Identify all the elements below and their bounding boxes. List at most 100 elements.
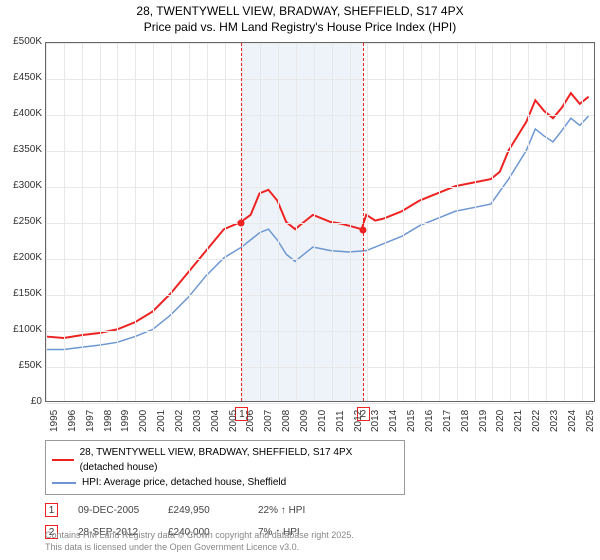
legend: 28, TWENTYWELL VIEW, BRADWAY, SHEFFIELD,… [45,440,595,539]
y-tick-label: £0 [2,396,42,407]
series-line-price_paid [46,93,589,338]
gridline-v [296,43,297,401]
y-tick-label: £400K [2,108,42,119]
sale-marker-1: 1 [45,503,58,517]
gridline-v [403,43,404,401]
y-tick-label: £100K [2,324,42,335]
gridline-h [46,187,594,188]
legend-box: 28, TWENTYWELL VIEW, BRADWAY, SHEFFIELD,… [45,440,405,495]
chart-title-line1: 28, TWENTYWELL VIEW, BRADWAY, SHEFFIELD,… [0,0,600,20]
marker-vline [363,43,364,401]
gridline-v [439,43,440,401]
x-tick-label: 1999 [120,410,131,432]
gridline-h [46,259,594,260]
y-tick-label: £250K [2,216,42,227]
x-tick-label: 1998 [103,410,114,432]
gridline-v [278,43,279,401]
x-tick-label: 2014 [388,410,399,432]
gridline-v [82,43,83,401]
gridline-v [117,43,118,401]
gridline-h [46,331,594,332]
y-tick-label: £150K [2,288,42,299]
gridline-v [385,43,386,401]
chart-title-line2: Price paid vs. HM Land Registry's House … [0,20,600,34]
x-tick-label: 2003 [192,410,203,432]
x-tick-label: 2006 [245,410,256,432]
credit-line2: This data is licensed under the Open Gov… [45,542,595,554]
legend-label-1: 28, TWENTYWELL VIEW, BRADWAY, SHEFFIELD,… [80,445,398,475]
gridline-v [135,43,136,401]
x-tick-label: 2021 [513,410,524,432]
gridline-v [64,43,65,401]
x-tick-label: 2010 [317,410,328,432]
x-tick-label: 2019 [478,410,489,432]
gridline-v [564,43,565,401]
y-tick-label: £50K [2,360,42,371]
gridline-h [46,403,594,404]
sale-row-1: 1 09-DEC-2005 £249,950 22% ↑ HPI [45,503,595,517]
gridline-v [100,43,101,401]
x-tick-label: 2022 [531,410,542,432]
x-tick-label: 2001 [156,410,167,432]
y-tick-label: £300K [2,180,42,191]
gridline-v [332,43,333,401]
gridline-v [314,43,315,401]
gridline-v [260,43,261,401]
y-tick-label: £500K [2,36,42,47]
x-tick-label: 2000 [138,410,149,432]
x-tick-label: 2012 [353,410,364,432]
chart-container: 28, TWENTYWELL VIEW, BRADWAY, SHEFFIELD,… [0,0,600,560]
x-tick-label: 2008 [281,410,292,432]
credit-line1: Contains HM Land Registry data © Crown c… [45,530,595,542]
legend-swatch-1 [52,459,74,461]
x-tick-label: 2011 [335,410,346,432]
x-tick-label: 1997 [85,410,96,432]
x-tick-label: 2004 [210,410,221,432]
x-tick-label: 2020 [495,410,506,432]
gridline-v [153,43,154,401]
gridline-v [510,43,511,401]
gridline-v [225,43,226,401]
gridline-v [367,43,368,401]
x-tick-label: 2018 [460,410,471,432]
gridline-v [492,43,493,401]
x-tick-label: 2017 [442,410,453,432]
gridline-v [171,43,172,401]
gridline-v [528,43,529,401]
gridline-h [46,295,594,296]
gridline-v [582,43,583,401]
x-tick-label: 2005 [228,410,239,432]
sale-point-1 [238,220,245,227]
x-tick-label: 2024 [567,410,578,432]
x-tick-label: 1995 [49,410,60,432]
x-tick-label: 2009 [299,410,310,432]
gridline-h [46,43,594,44]
x-tick-label: 2007 [263,410,274,432]
gridline-v [350,43,351,401]
sale-date-1: 09-DEC-2005 [78,505,148,516]
gridline-v [46,43,47,401]
x-tick-label: 2023 [549,410,560,432]
gridline-h [46,367,594,368]
sale-vs-hpi-1: 22% ↑ HPI [258,505,328,516]
gridline-v [457,43,458,401]
gridline-h [46,223,594,224]
line-svg [46,43,594,401]
legend-label-2: HPI: Average price, detached house, Shef… [82,475,286,490]
gridline-v [475,43,476,401]
x-tick-label: 2015 [406,410,417,432]
x-tick-label: 2025 [585,410,596,432]
gridline-v [546,43,547,401]
gridline-h [46,115,594,116]
gridline-h [46,79,594,80]
x-tick-label: 2002 [174,410,185,432]
gridline-v [207,43,208,401]
x-tick-label: 2013 [370,410,381,432]
y-tick-label: £350K [2,144,42,155]
credit-text: Contains HM Land Registry data © Crown c… [45,530,595,553]
gridline-h [46,151,594,152]
x-tick-label: 1996 [67,410,78,432]
sale-point-2 [359,227,366,234]
sale-price-1: £249,950 [168,505,238,516]
x-tick-label: 2016 [424,410,435,432]
